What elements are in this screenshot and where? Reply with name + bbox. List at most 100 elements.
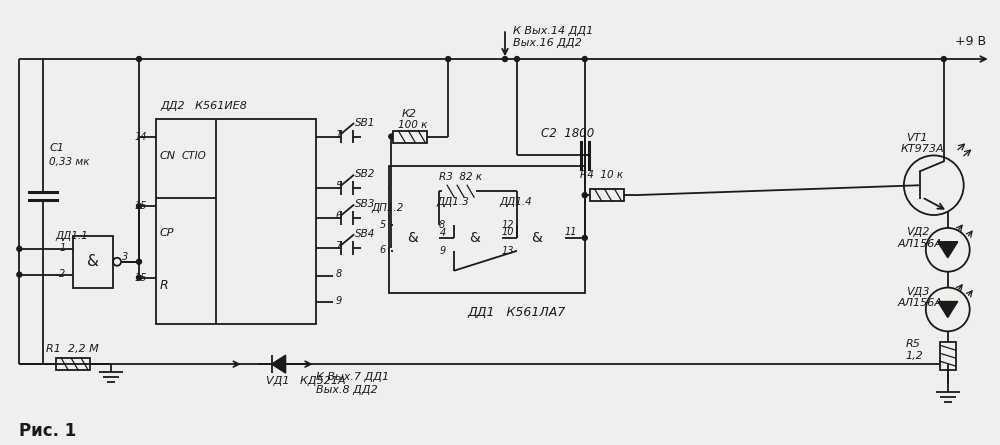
Text: ДД1   К561ЛА7: ДД1 К561ЛА7 [467, 306, 565, 319]
Bar [590, 189, 624, 201]
Text: К Вых.14 ДД1: К Вых.14 ДД1 [513, 26, 593, 36]
Text: 14: 14 [134, 132, 147, 142]
Text: SB2: SB2 [355, 169, 376, 179]
Text: SB3: SB3 [355, 199, 376, 209]
Text: R4  10 к: R4 10 к [580, 170, 623, 180]
Text: R5: R5 [906, 339, 921, 349]
Text: 12: 12 [502, 220, 514, 230]
Text: ДД1.1: ДД1.1 [55, 231, 88, 241]
Circle shape [582, 193, 587, 198]
Text: 9: 9 [439, 246, 445, 256]
Text: КТ973А: КТ973А [901, 145, 945, 154]
Text: 3: 3 [122, 252, 128, 262]
Text: 6: 6 [379, 245, 386, 255]
Text: VД2: VД2 [906, 227, 929, 237]
Bar [73, 236, 113, 287]
Circle shape [514, 57, 519, 61]
Polygon shape [938, 242, 958, 258]
Bar [389, 166, 585, 292]
Circle shape [137, 57, 141, 61]
Text: 11: 11 [565, 227, 577, 237]
Circle shape [431, 234, 439, 242]
Circle shape [17, 247, 22, 251]
Circle shape [502, 57, 507, 61]
Text: 1: 1 [59, 243, 65, 253]
Circle shape [494, 234, 502, 242]
Text: VД1   КД521А: VД1 КД521А [266, 376, 345, 386]
Text: VД3: VД3 [906, 287, 929, 296]
Circle shape [137, 275, 141, 280]
Circle shape [514, 235, 519, 240]
Circle shape [582, 235, 587, 240]
Text: ДД2   К561ИЕ8: ДД2 К561ИЕ8 [160, 101, 247, 111]
Text: 9: 9 [335, 295, 342, 306]
Text: 0,33 мк: 0,33 мк [49, 158, 90, 167]
Circle shape [926, 228, 970, 272]
Circle shape [926, 287, 970, 332]
Bar [517, 213, 557, 263]
Text: АЛ156А: АЛ156А [898, 299, 943, 308]
Text: R1  2,2 М: R1 2,2 М [46, 344, 99, 354]
Text: К2: К2 [401, 109, 416, 119]
Text: &: & [469, 231, 479, 245]
Text: 15: 15 [134, 273, 147, 283]
Bar [454, 213, 494, 263]
Polygon shape [272, 355, 286, 373]
Circle shape [452, 235, 457, 240]
Text: 7: 7 [335, 241, 342, 251]
Text: ДП1.2: ДП1.2 [371, 203, 404, 213]
Text: 1: 1 [335, 129, 342, 140]
Text: CN: CN [160, 151, 176, 162]
Bar [56, 358, 90, 370]
Circle shape [389, 186, 394, 191]
Text: Вых.16 ДД2: Вых.16 ДД2 [513, 38, 582, 48]
Text: АЛ156А: АЛ156А [898, 239, 943, 249]
Bar [442, 185, 476, 197]
Text: &: & [532, 231, 542, 245]
Circle shape [389, 134, 394, 139]
Circle shape [941, 57, 946, 61]
Polygon shape [938, 302, 958, 317]
Circle shape [557, 234, 565, 242]
Text: СТIO: СТIO [182, 151, 207, 162]
Text: C1: C1 [49, 143, 64, 154]
Text: 5: 5 [379, 220, 386, 230]
Circle shape [582, 57, 587, 61]
Text: &: & [407, 231, 418, 245]
Circle shape [437, 222, 442, 227]
Text: 1,2: 1,2 [906, 351, 924, 361]
Text: 2: 2 [59, 269, 65, 279]
Bar [940, 342, 956, 370]
Text: SB1: SB1 [355, 117, 376, 128]
Circle shape [137, 204, 141, 209]
Text: 10: 10 [502, 227, 514, 237]
Circle shape [389, 222, 394, 227]
Text: 100 к: 100 к [398, 120, 428, 129]
Circle shape [500, 235, 504, 240]
Bar [393, 130, 427, 142]
Circle shape [514, 235, 519, 240]
Text: С2  1800: С2 1800 [541, 127, 594, 140]
Circle shape [389, 215, 394, 221]
Text: К Вых.7 ДД1: К Вых.7 ДД1 [316, 372, 389, 382]
Circle shape [446, 57, 451, 61]
Text: &: & [87, 254, 99, 269]
Text: 6: 6 [335, 211, 342, 221]
Text: 15: 15 [134, 201, 147, 211]
Text: SB4: SB4 [355, 229, 376, 239]
Circle shape [17, 272, 22, 277]
Text: Рис. 1: Рис. 1 [19, 422, 77, 440]
Text: 4: 4 [440, 228, 446, 238]
Text: +9 В: +9 В [955, 35, 986, 48]
Circle shape [113, 258, 121, 266]
Bar [156, 119, 316, 324]
Circle shape [389, 245, 394, 251]
Text: 8: 8 [439, 220, 445, 230]
Text: CP: CP [160, 228, 174, 238]
Text: 13: 13 [502, 246, 514, 256]
Circle shape [389, 248, 394, 253]
Circle shape [137, 259, 141, 264]
Circle shape [904, 155, 964, 215]
Bar [393, 214, 431, 262]
Text: ДД1.4: ДД1.4 [499, 197, 532, 207]
